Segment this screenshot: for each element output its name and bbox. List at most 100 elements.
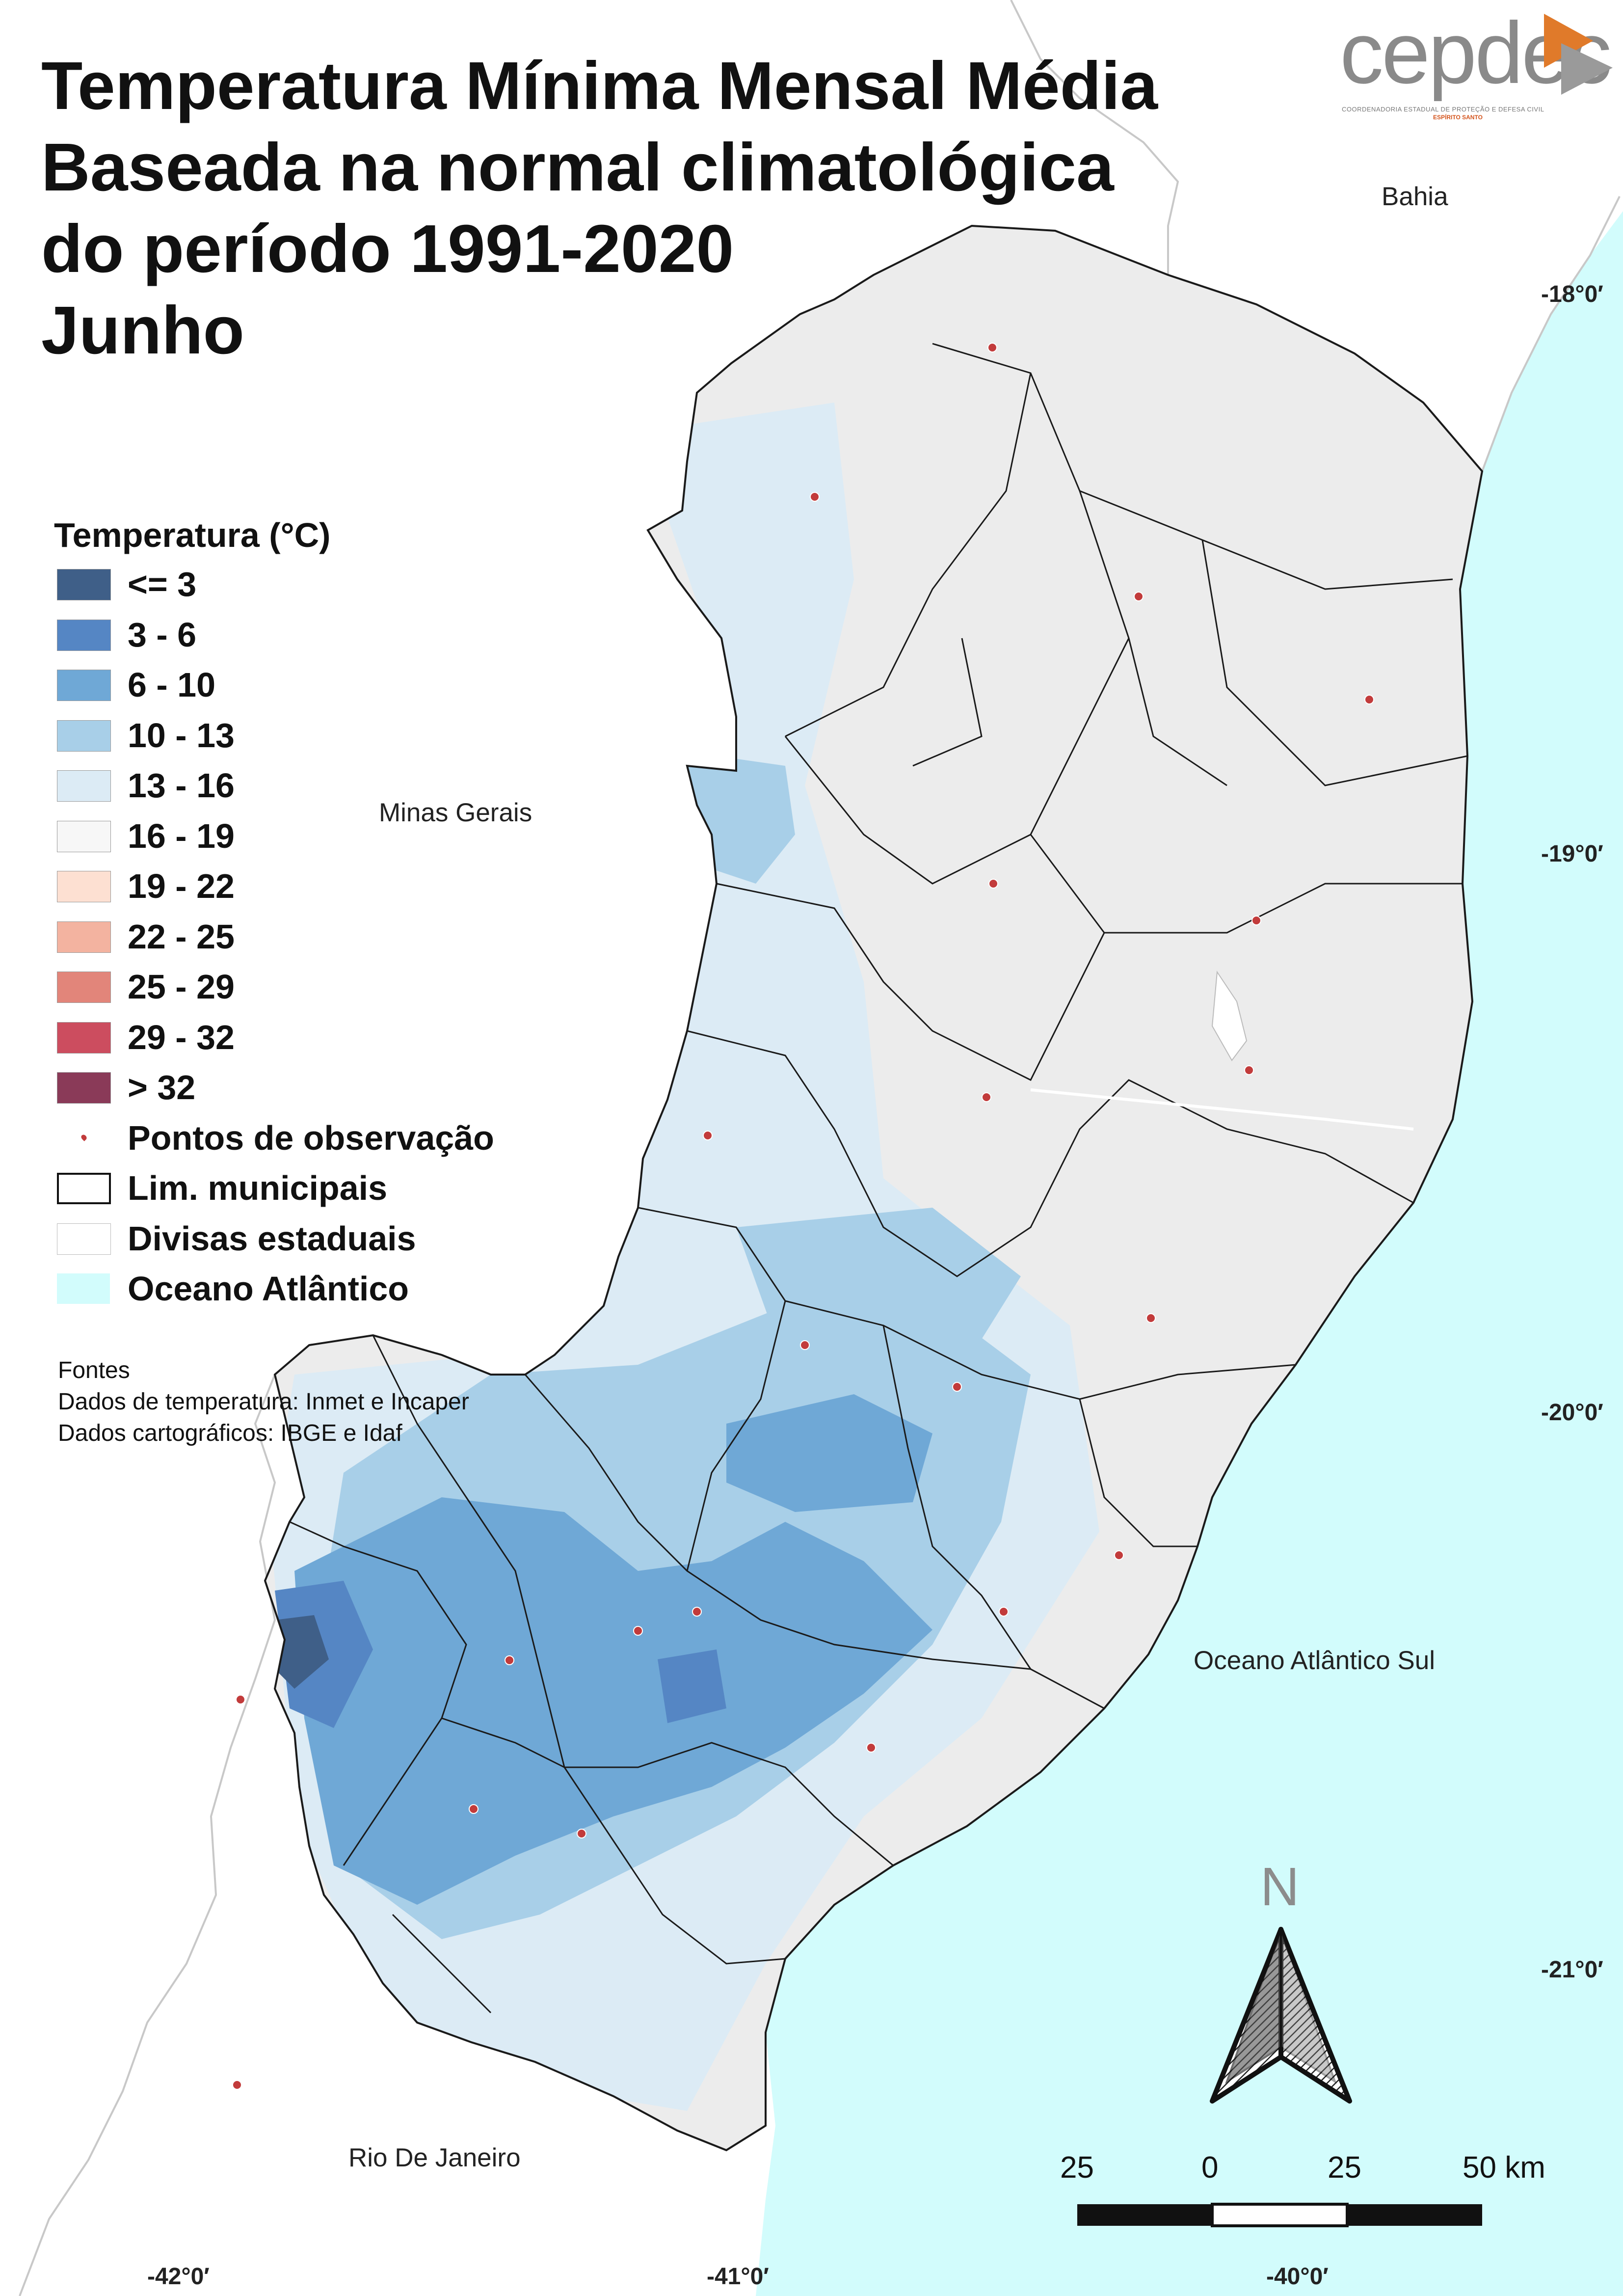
- legend-label: 16 - 19: [128, 816, 235, 855]
- legend-label: Pontos de observação: [128, 1118, 494, 1157]
- legend-swatch: [57, 720, 111, 752]
- observation-point: [633, 1626, 643, 1636]
- legend-item-temperature: > 32: [54, 1065, 545, 1116]
- coord-lat-20: -20°0′: [1541, 1400, 1603, 1426]
- legend-label: Lim. municipais: [128, 1169, 387, 1207]
- legend-swatch: [57, 921, 111, 953]
- legend-swatch: [57, 670, 111, 701]
- legend-item-municipal: Lim. municipais: [54, 1166, 545, 1216]
- sources-temperature: Dados de temperatura: Inmet e Incaper: [58, 1389, 469, 1415]
- legend-item-temperature: 29 - 32: [54, 1015, 545, 1066]
- title-line-1: Temperatura Mínima Mensal Média: [41, 48, 1158, 124]
- state-boundary: [1010, 0, 1179, 275]
- observation-points: [232, 343, 1374, 2090]
- legend-item-points: Pontos de observação: [54, 1116, 545, 1166]
- municipal-limit-swatch: [57, 1173, 111, 1204]
- logo-arrow-icon: [1544, 14, 1613, 95]
- legend-label: Divisas estaduais: [128, 1219, 416, 1258]
- scale-label: 25: [1328, 2151, 1361, 2185]
- observation-point: [810, 492, 820, 502]
- legend-label: Oceano Atlântico: [128, 1270, 409, 1308]
- observation-point: [577, 1829, 586, 1838]
- observation-point: [987, 343, 997, 352]
- map-title: Temperatura Mínima Mensal Média Baseada …: [41, 45, 1219, 371]
- legend-classes: <= 3 3 - 6 6 - 10 10 - 13 13 - 16 16 - 19 19 -…: [54, 562, 545, 1116]
- observation-point: [1244, 1065, 1254, 1075]
- legend-swatch: [57, 1022, 111, 1053]
- legend-label: <= 3: [128, 565, 197, 603]
- label-bahia: Bahia: [1382, 182, 1448, 211]
- title-line-2: Baseada na normal climatológica: [41, 130, 1114, 205]
- legend-swatch: [57, 770, 111, 802]
- sources: Fontes Dados de temperatura: Inmet e Inc…: [58, 1355, 492, 1449]
- label-minas-gerais: Minas Gerais: [379, 798, 532, 827]
- legend-item-state: Divisas estaduais: [54, 1216, 545, 1267]
- ocean: [756, 0, 1623, 2296]
- state-boundary: [19, 1374, 276, 2296]
- legend-item-temperature: 10 - 13: [54, 713, 545, 764]
- observation-point: [999, 1607, 1009, 1617]
- legend: Temperatura (°C) <= 3 3 - 6 6 - 10 10 - 13 1…: [54, 513, 545, 1317]
- coord-lon-40: -40°0′: [1266, 2264, 1329, 2290]
- legend-label: 19 - 22: [128, 867, 235, 905]
- observation-point-icon: [57, 1123, 110, 1153]
- legend-item-temperature: 6 - 10: [54, 663, 545, 713]
- legend-label: 22 - 25: [128, 917, 235, 956]
- observation-point: [800, 1340, 810, 1350]
- legend-item-temperature: 13 - 16: [54, 763, 545, 814]
- coord-lat-18: -18°0′: [1541, 281, 1603, 307]
- north-arrow: N: [1202, 1857, 1359, 2121]
- legend-label: > 32: [128, 1068, 196, 1107]
- legend-swatch: [57, 1072, 111, 1104]
- legend-label: 29 - 32: [128, 1018, 235, 1056]
- legend-swatch: [57, 820, 111, 852]
- scale-label: 25: [1060, 2151, 1094, 2185]
- legend-item-temperature: 22 - 25: [54, 915, 545, 965]
- north-arrow-icon: [1210, 1927, 1352, 2104]
- observation-point: [982, 1092, 991, 1102]
- cepdec-logo: cepdec COORDENADORIA ESTADUAL DE PROTEÇÃ…: [1340, 5, 1615, 123]
- legend-item-temperature: 16 - 19: [54, 814, 545, 864]
- observation-point: [692, 1607, 702, 1617]
- scale-bar: 25 0 25 50 km: [1050, 2150, 1590, 2239]
- legend-swatch: [57, 619, 111, 651]
- ocean-swatch: [57, 1273, 110, 1304]
- legend-swatch: [57, 871, 111, 902]
- coord-lon-42: -42°0′: [147, 2264, 210, 2290]
- coord-lon-41: -41°0′: [707, 2264, 769, 2290]
- observation-point: [1114, 1550, 1124, 1560]
- scale-label: 50 km: [1463, 2151, 1545, 2185]
- title-line-3: do período 1991-2020: [41, 211, 734, 287]
- observation-point: [703, 1131, 713, 1140]
- observation-point: [1251, 916, 1261, 925]
- legend-item-temperature: <= 3: [54, 562, 545, 613]
- observation-point: [952, 1382, 962, 1392]
- observation-point: [1134, 592, 1144, 601]
- legend-swatch: [57, 972, 111, 1003]
- observation-point: [232, 2080, 242, 2090]
- logo-state: ESPÍRITO SANTO: [1433, 114, 1483, 121]
- legend-label: 6 - 10: [128, 666, 215, 704]
- legend-item-temperature: 25 - 29: [54, 965, 545, 1015]
- observation-point: [988, 879, 998, 889]
- label-ocean: Oceano Atlântico Sul: [1194, 1646, 1436, 1675]
- label-rio-de-janeiro: Rio De Janeiro: [348, 2143, 521, 2172]
- logo-subtitle: COORDENADORIA ESTADUAL DE PROTEÇÃO E DEF…: [1342, 106, 1544, 113]
- observation-point: [1364, 695, 1374, 704]
- scale-bar-graphic: [1077, 2203, 1482, 2227]
- observation-point: [236, 1695, 245, 1704]
- observation-point: [866, 1743, 876, 1753]
- municipal-limits: [289, 343, 1468, 2014]
- legend-label: 3 - 6: [128, 615, 197, 654]
- legend-label: 25 - 29: [128, 968, 235, 1006]
- observation-point: [505, 1655, 514, 1665]
- observation-point: [469, 1804, 479, 1814]
- state-boundary-swatch: [57, 1223, 111, 1255]
- legend-item-ocean: Oceano Atlântico: [54, 1267, 545, 1317]
- legend-swatch: [57, 569, 111, 600]
- sources-cartography: Dados cartográficos: IBGE e Idaf: [58, 1420, 402, 1446]
- legend-label: 10 - 13: [128, 716, 235, 755]
- coord-lat-21: -21°0′: [1541, 1957, 1603, 1983]
- north-label: N: [1260, 1857, 1300, 1917]
